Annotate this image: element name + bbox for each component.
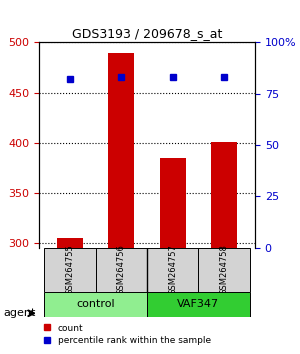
Text: GSM264757: GSM264757 bbox=[168, 245, 177, 295]
Text: control: control bbox=[76, 299, 115, 309]
FancyBboxPatch shape bbox=[147, 292, 250, 317]
Legend: count, percentile rank within the sample: count, percentile rank within the sample bbox=[44, 324, 211, 346]
FancyBboxPatch shape bbox=[44, 292, 147, 317]
FancyBboxPatch shape bbox=[44, 248, 96, 292]
Bar bbox=[57, 238, 83, 248]
FancyBboxPatch shape bbox=[198, 248, 250, 292]
Text: agent: agent bbox=[3, 308, 35, 318]
FancyBboxPatch shape bbox=[147, 248, 198, 292]
Text: GSM264755: GSM264755 bbox=[65, 245, 74, 295]
FancyBboxPatch shape bbox=[96, 248, 147, 292]
Text: GSM264756: GSM264756 bbox=[117, 245, 126, 295]
Text: VAF347: VAF347 bbox=[177, 299, 220, 309]
Bar bbox=[211, 142, 237, 248]
Text: GSM264758: GSM264758 bbox=[220, 245, 229, 295]
Bar bbox=[108, 53, 134, 248]
Bar bbox=[160, 158, 186, 248]
Title: GDS3193 / 209678_s_at: GDS3193 / 209678_s_at bbox=[72, 27, 222, 40]
